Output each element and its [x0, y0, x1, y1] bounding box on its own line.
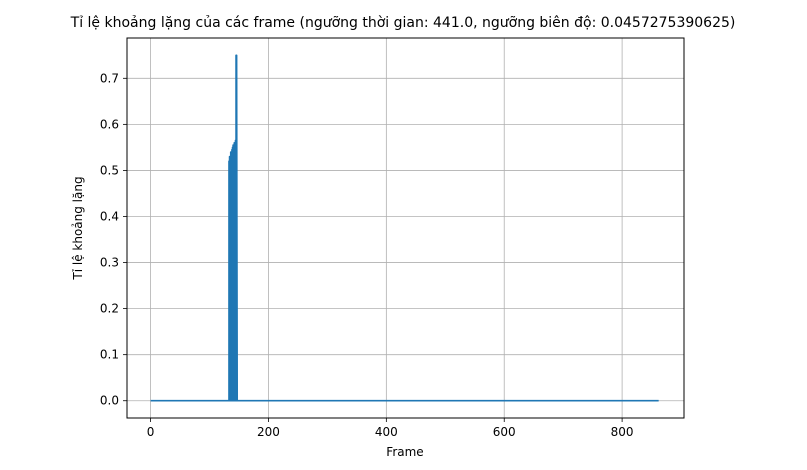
x-tick-label: 0: [147, 425, 155, 439]
y-tick-label: 0.0: [100, 394, 119, 408]
y-tick-label: 0.2: [100, 302, 119, 316]
plot-frame: [126, 37, 685, 419]
series-line: [150, 54, 659, 402]
x-tick-label: 400: [375, 425, 398, 439]
grid-lines: [127, 38, 684, 418]
x-axis-label: Frame: [386, 445, 423, 459]
chart-title: Tỉ lệ khoảng lặng của các frame (ngưỡng …: [70, 15, 736, 31]
y-axis: 0.0 0.1 0.2 0.3 0.4 0.5 0.6 0.7: [100, 71, 127, 408]
y-tick-label: 0.5: [100, 163, 119, 177]
plot-area: [150, 54, 659, 402]
y-axis-label: Tỉ lệ khoảng lặng: [71, 176, 85, 280]
x-tick-label: 800: [611, 425, 634, 439]
x-tick-label: 200: [257, 425, 280, 439]
x-tick-label: 600: [493, 425, 516, 439]
y-tick-label: 0.7: [100, 71, 119, 85]
y-tick-label: 0.4: [100, 209, 119, 223]
y-tick-label: 0.6: [100, 117, 119, 131]
y-tick-label: 0.3: [100, 256, 119, 270]
x-axis: 0 200 400 600 800: [147, 418, 634, 439]
y-tick-label: 0.1: [100, 348, 119, 362]
